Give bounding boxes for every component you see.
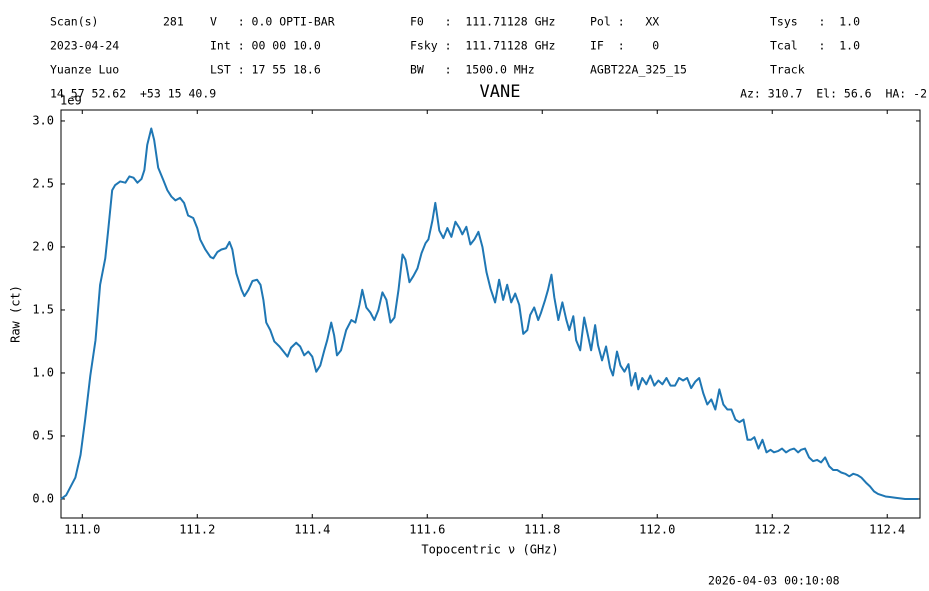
- x-tick-label: 111.4: [294, 523, 330, 537]
- header-text: Az: 310.7 El: 56.6 HA: -2: [740, 87, 927, 101]
- y-axis-label: Raw (ct): [9, 285, 23, 343]
- header-text: LST : 17 55 18.6: [210, 63, 321, 77]
- x-tick-label: 111.0: [64, 523, 100, 537]
- header-text: Scan(s): [50, 15, 98, 29]
- y-tick-label: 2.0: [32, 239, 54, 253]
- chart-title: VANE: [480, 82, 521, 102]
- header-text: F0 : 111.71128 GHz: [410, 15, 555, 29]
- header-text: BW : 1500.0 MHz: [410, 63, 535, 77]
- x-tick-label: 111.8: [524, 523, 560, 537]
- header-text: Fsky : 111.71128 GHz: [410, 39, 555, 53]
- spectrum-line: [60, 127, 919, 500]
- x-tick-label: 111.6: [409, 523, 445, 537]
- y-tick-label: 2.5: [32, 176, 54, 190]
- x-tick-label: 112.0: [639, 523, 675, 537]
- y-tick-label: 1.0: [32, 365, 54, 379]
- header-text: Pol : XX: [590, 15, 659, 29]
- x-axis-label: Topocentric ν (GHz): [421, 543, 558, 557]
- header-text: 14 57 52.62 +53 15 40.9: [50, 87, 216, 101]
- y-tick-label: 0.0: [32, 491, 54, 505]
- header-text: 281: [163, 15, 184, 29]
- header-text: IF : 0: [590, 39, 659, 53]
- header-text: Yuanze Luo: [50, 63, 119, 77]
- header-text: Track: [770, 63, 805, 77]
- x-tick-label: 112.4: [869, 523, 905, 537]
- plot-frame: [60, 109, 921, 519]
- header-text: 2023-04-24: [50, 39, 119, 53]
- y-offset-label: 1e9: [60, 94, 82, 108]
- y-tick-label: 3.0: [32, 113, 54, 127]
- header-text: Tcal : 1.0: [770, 39, 860, 53]
- timestamp: 2026-04-03 00:10:08: [708, 574, 840, 588]
- x-tick-label: 111.2: [179, 523, 215, 537]
- y-tick-label: 0.5: [32, 428, 54, 442]
- y-tick-label: 1.5: [32, 302, 54, 316]
- header-text: V : 0.0 OPTI-BAR: [210, 15, 335, 29]
- header-text: AGBT22A_325_15: [590, 63, 687, 77]
- header-text: Tsys : 1.0: [770, 15, 860, 29]
- x-tick-label: 112.2: [754, 523, 790, 537]
- header-text: Int : 00 00 10.0: [210, 39, 321, 53]
